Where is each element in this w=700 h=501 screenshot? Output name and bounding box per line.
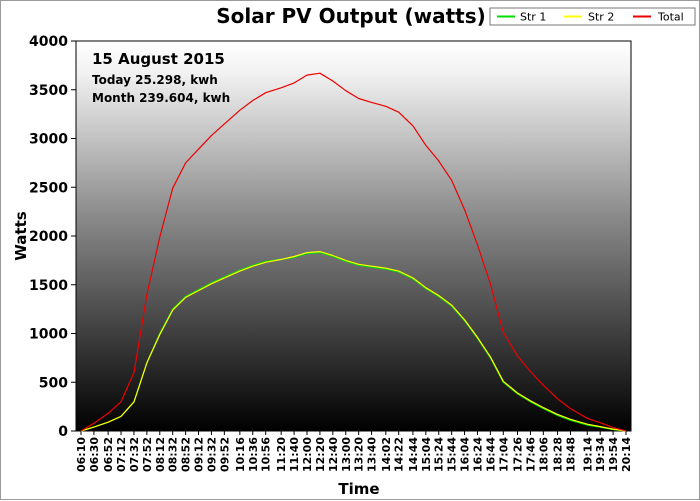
x-tick-label: 16:44 <box>484 437 497 472</box>
x-tick-label: 09:52 <box>218 437 231 472</box>
x-tick-label: 08:52 <box>180 437 193 472</box>
chart-title: Solar PV Output (watts) <box>216 4 486 28</box>
x-tick-label: 15:04 <box>420 437 433 472</box>
date-annotation: 15 August 2015 <box>92 50 225 68</box>
x-tick-label: 19:14 <box>581 437 594 472</box>
x-tick-label: 19:34 <box>594 437 607 472</box>
x-axis: 06:10 06:30 06:52 07:12 07:32 07:52 08:12 08:32… <box>75 431 633 472</box>
y-tick-label: 0 <box>58 424 68 440</box>
x-tick-label: 08:12 <box>154 437 167 472</box>
legend: Str 1 Str 2 Total <box>489 7 696 26</box>
x-tick-label: 12:00 <box>301 437 314 472</box>
x-tick-label: 12:20 <box>314 437 327 472</box>
series-line-total <box>80 72 627 432</box>
x-tick-label: 06:10 <box>75 437 88 472</box>
x-tick-label: 06:30 <box>88 437 101 472</box>
x-tick-label: 14:22 <box>393 437 406 472</box>
x-tick-label: 13:00 <box>340 437 353 472</box>
today-annotation: Today 25.298, kwh <box>92 73 218 87</box>
legend-label-total: Total <box>657 11 684 24</box>
x-tick-label: 14:44 <box>407 437 420 472</box>
y-tick-label: 2000 <box>29 229 68 245</box>
x-tick-label: 10:36 <box>247 437 260 472</box>
plot-area <box>75 40 632 432</box>
y-axis-title: Watts <box>12 211 30 260</box>
x-tick-label: 11:40 <box>288 437 301 472</box>
x-tick-label: 12:40 <box>327 437 340 472</box>
x-tick-label: 16:04 <box>459 437 472 472</box>
series-line-str2 <box>80 251 627 432</box>
y-tick-label: 1500 <box>29 278 68 294</box>
y-tick-label: 1000 <box>29 327 68 343</box>
x-tick-label: 07:32 <box>128 437 141 472</box>
x-tick-label: 18:06 <box>537 437 550 472</box>
x-tick-label: 17:46 <box>524 437 537 472</box>
x-tick-label: 16:24 <box>471 437 484 472</box>
x-tick-label: 13:20 <box>353 437 366 472</box>
month-annotation: Month 239.604, kwh <box>92 91 230 105</box>
y-tick-label: 3500 <box>29 83 68 99</box>
y-axis: 0 500 1000 1500 2000 2500 3000 3500 4000 <box>29 34 76 440</box>
x-tick-label: 09:32 <box>205 437 218 472</box>
legend-label-str1: Str 1 <box>520 11 546 24</box>
x-tick-label: 14:02 <box>380 437 393 472</box>
y-tick-label: 4000 <box>29 34 68 50</box>
x-tick-label: 06:52 <box>102 437 115 472</box>
x-tick-label: 10:56 <box>260 437 273 472</box>
legend-label-str2: Str 2 <box>588 11 614 24</box>
x-tick-label: 13:40 <box>366 437 379 472</box>
x-tick-label: 07:52 <box>141 437 154 472</box>
y-tick-label: 2500 <box>29 180 68 196</box>
x-tick-label: 07:12 <box>115 437 128 472</box>
x-axis-title: Time <box>338 480 379 498</box>
x-tick-label: 15:24 <box>433 437 446 472</box>
y-tick-label: 3000 <box>29 132 68 148</box>
legend-box <box>489 7 696 26</box>
x-tick-label: 18:48 <box>564 437 577 472</box>
x-tick-label: 15:44 <box>446 437 459 472</box>
x-tick-label: 17:26 <box>512 437 525 472</box>
x-tick-label: 17:04 <box>497 437 510 472</box>
x-tick-label: 11:20 <box>275 437 288 472</box>
x-tick-label: 08:32 <box>167 437 180 472</box>
x-tick-label: 19:54 <box>607 437 620 472</box>
x-tick-label: 09:12 <box>193 437 206 472</box>
x-tick-label: 10:16 <box>234 437 247 472</box>
series-lines <box>80 72 627 432</box>
x-tick-label: 20:14 <box>620 437 633 472</box>
x-tick-label: 18:28 <box>552 437 565 472</box>
y-tick-label: 500 <box>39 375 68 391</box>
